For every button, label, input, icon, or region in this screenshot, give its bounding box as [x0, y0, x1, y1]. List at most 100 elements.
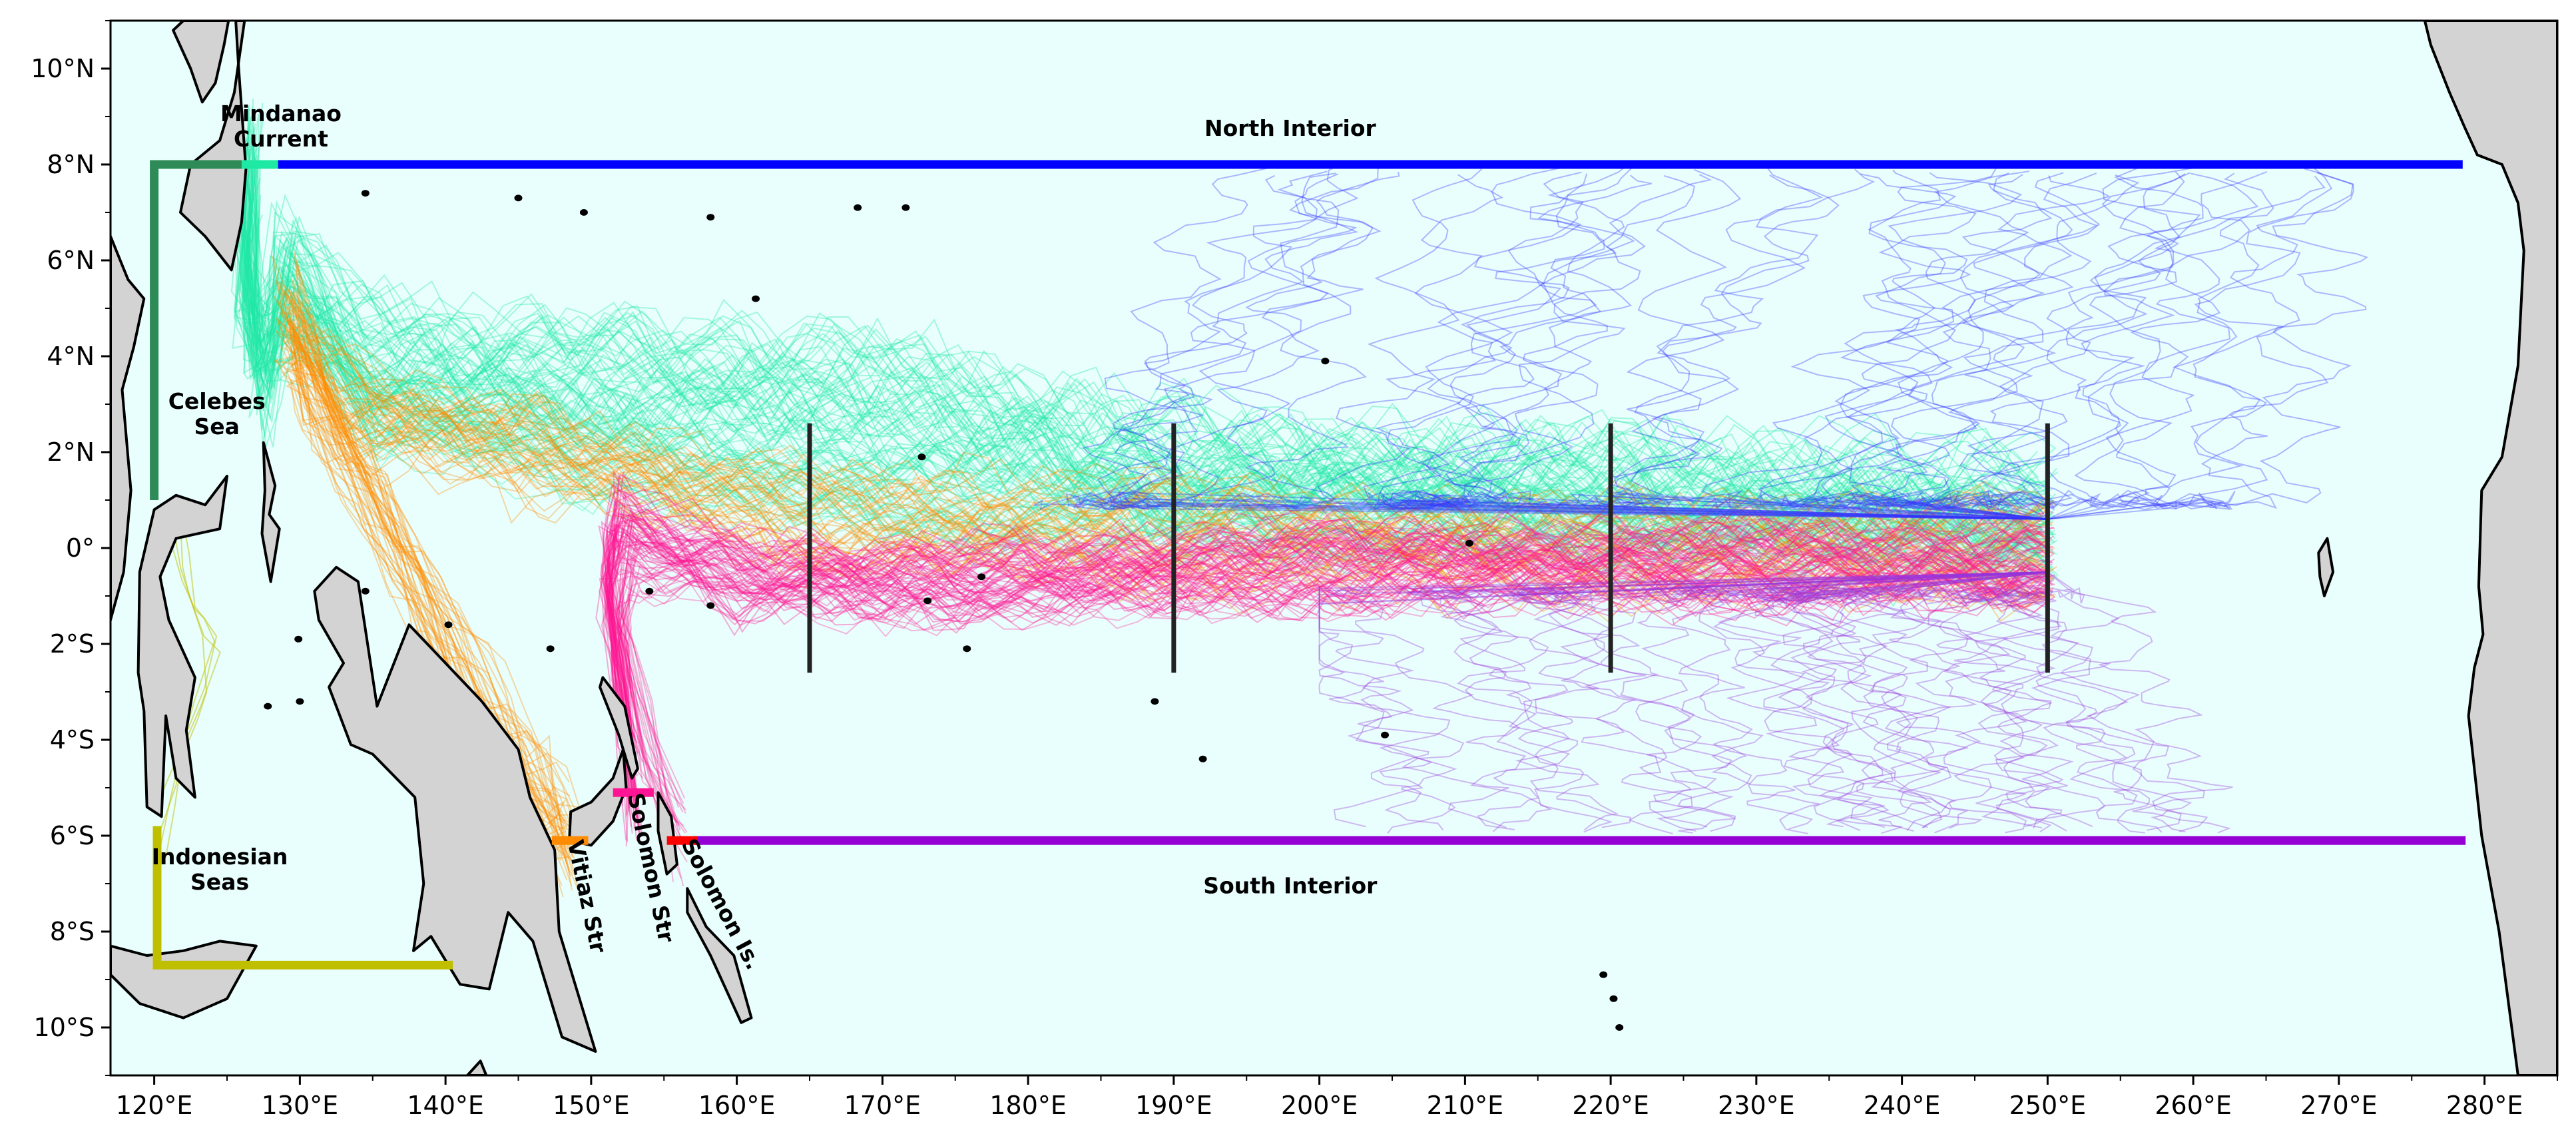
trajectory-line	[242, 200, 2047, 565]
y-tick-label: 10°S	[34, 1013, 95, 1042]
trajectory-line	[1972, 171, 2185, 520]
trajectory-line	[608, 519, 2053, 738]
trajectory-line	[236, 189, 2051, 552]
small-island	[902, 204, 910, 211]
trajectory-line	[605, 517, 2046, 777]
trajectory-line	[293, 362, 2049, 804]
trajectory-line	[245, 170, 2053, 576]
small-island	[546, 645, 555, 653]
trajectory-line	[618, 510, 2041, 808]
trajectory-line	[1761, 571, 2048, 834]
trajectory-line	[627, 535, 2052, 841]
trajectory-line	[240, 193, 2044, 557]
small-island	[294, 635, 303, 643]
trajectory-line	[272, 256, 2053, 829]
small-island	[752, 295, 760, 302]
trajectory-line	[609, 517, 2043, 817]
trajectory-line	[240, 191, 2051, 582]
trajectory-line	[618, 512, 2051, 855]
small-island	[1151, 698, 1159, 705]
trajectory-line	[606, 473, 2048, 807]
trajectory-line	[251, 106, 2059, 500]
mindanao-label-line: Mindanao	[220, 101, 342, 127]
trajectory-line	[602, 490, 2055, 746]
trajectory-line	[598, 525, 2048, 822]
trajectory-line	[296, 263, 2055, 862]
trajectory-line	[245, 137, 2049, 572]
trajectory-line	[246, 170, 2053, 583]
borneo-landmass	[111, 235, 146, 621]
trajectory-line	[241, 105, 2041, 553]
trajectory-line	[248, 190, 2047, 572]
trajectory-line	[1517, 571, 2048, 828]
trajectory-line	[289, 335, 2054, 824]
small-island	[361, 190, 370, 197]
trajectory-line	[2047, 571, 2233, 832]
trajectory-line	[1530, 168, 2048, 520]
trajectory-line	[245, 156, 2049, 579]
celebes-label-line: Sea	[194, 414, 239, 439]
trajectory-line	[599, 510, 2054, 834]
trajectory-line	[253, 217, 2041, 560]
trajectory-line	[1948, 172, 2259, 520]
trajectory-line	[624, 519, 2049, 804]
trajectory-line	[240, 198, 2057, 582]
y-tick-label: 4°N	[47, 342, 95, 371]
trajectory-line	[1796, 571, 2064, 828]
y-tick-label: 4°S	[50, 725, 95, 754]
trajectory-line	[290, 335, 2049, 860]
trajectory-line	[245, 143, 2050, 581]
small-island	[645, 587, 654, 595]
small-island	[1615, 1024, 1624, 1031]
trajectory-line	[248, 167, 2045, 546]
trajectory-line	[292, 326, 2045, 898]
trajectory-line	[246, 222, 2043, 571]
celebes-label-line: Celebes	[168, 388, 266, 414]
trajectory-line	[1407, 571, 2048, 830]
trajectory-line	[293, 252, 2056, 859]
trajectory-line	[1961, 571, 2163, 833]
trajectory-line	[1212, 168, 2048, 520]
trajectory-line	[1363, 166, 2048, 520]
small-island	[706, 602, 715, 609]
trajectory-line	[236, 119, 2043, 553]
trajectory-line	[621, 521, 2043, 838]
trajectory-line	[230, 182, 2043, 571]
trajectory-line	[601, 519, 2049, 753]
x-tick-label: 280°E	[2446, 1091, 2523, 1120]
trajectory-line	[1593, 166, 2048, 520]
trajectory-line	[601, 508, 2053, 826]
trajectory-line	[1507, 571, 2048, 832]
trajectory-line	[607, 517, 2050, 763]
trajectory-line	[276, 318, 2043, 880]
trajectory-line	[279, 284, 2040, 874]
trajectory-line	[1768, 571, 2048, 832]
trajectory-line	[1609, 571, 2048, 834]
trajectory-line	[619, 527, 2054, 826]
x-tick-label: 230°E	[1718, 1091, 1795, 1120]
trajectory-line	[246, 137, 2043, 576]
trajectory-line	[604, 483, 2052, 809]
trajectory-line	[236, 205, 2045, 568]
trajectory-line	[247, 154, 2043, 553]
halmahera-landmass	[260, 441, 281, 583]
landmass-layer	[111, 21, 2557, 1075]
trajectory-line	[610, 527, 2044, 800]
trajectory-line	[1910, 172, 2190, 520]
trajectory-line	[1099, 172, 2048, 520]
trajectory-line	[2047, 168, 2355, 520]
trajectory-line	[253, 194, 2059, 587]
trajectory-line	[293, 335, 2055, 850]
trajectory-line	[250, 165, 2048, 590]
trajectory-line	[240, 157, 2053, 528]
trajectory-line	[1097, 174, 2048, 520]
y-tick-label: 6°S	[50, 821, 95, 850]
trajectory-line	[252, 175, 2046, 545]
celebes-label: Celebes Sea	[168, 388, 266, 439]
trajectory-line	[1749, 571, 2048, 834]
trajectory-line	[1872, 571, 2106, 829]
trajectory-line	[292, 300, 2053, 824]
trajectory-line	[281, 360, 2049, 836]
trajectory-line	[238, 109, 2048, 546]
trajectory-line	[246, 147, 2049, 547]
